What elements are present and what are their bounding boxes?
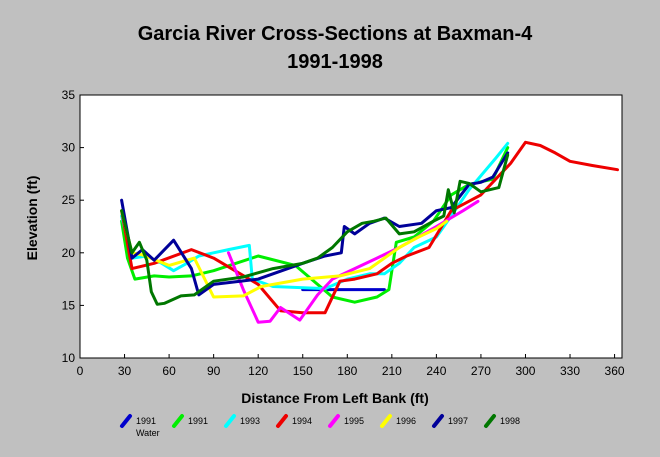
x-axis-label: Distance From Left Bank (ft) — [241, 390, 428, 406]
legend-swatch — [276, 414, 288, 428]
plot-area — [79, 94, 623, 359]
x-tick-label: 60 — [162, 364, 176, 378]
legend-sublabel: Water — [136, 428, 160, 438]
x-tick-label: 120 — [248, 364, 268, 378]
y-tick-label: 30 — [62, 141, 76, 155]
legend-swatch — [484, 414, 496, 428]
legend-swatch — [120, 414, 132, 428]
x-tick-label: 180 — [337, 364, 357, 378]
legend-label: 1996 — [396, 416, 416, 426]
x-tick-label: 30 — [118, 364, 132, 378]
y-axis-label: Elevation (ft) — [24, 176, 40, 261]
x-tick-label: 0 — [77, 364, 84, 378]
x-tick-label: 300 — [515, 364, 535, 378]
legend-label: 1998 — [500, 416, 520, 426]
series-line-3 — [120, 140, 619, 315]
x-tick-label: 150 — [293, 364, 313, 378]
legend-swatch — [380, 414, 392, 428]
legend-label: 1994 — [292, 416, 312, 426]
axis-ticks: 0 30 60 90 120 150 180 210 240 270 300 330 360 10 15 20… — [62, 88, 625, 378]
legend-label: 1991 — [188, 416, 208, 426]
x-tick-label: 240 — [426, 364, 446, 378]
legend-swatch — [328, 414, 340, 428]
legend-swatch — [224, 414, 236, 428]
legend-label: 1997 — [448, 416, 468, 426]
legend-label: 1993 — [240, 416, 260, 426]
legend-label: 1995 — [344, 416, 364, 426]
y-tick-label: 25 — [62, 193, 76, 207]
legend-swatch — [432, 414, 444, 428]
legend-swatch — [172, 414, 184, 428]
chart-title: Garcia River Cross-Sections at Baxman-4 — [138, 23, 533, 45]
legend-label: 1991 — [136, 416, 156, 426]
x-tick-label: 270 — [471, 364, 491, 378]
series-line-2 — [120, 141, 510, 291]
x-tick-label: 360 — [605, 364, 625, 378]
series-line-6 — [120, 151, 510, 297]
x-tick-label: 210 — [382, 364, 402, 378]
chart-subtitle: 1991-1998 — [287, 51, 383, 73]
y-tick-label: 35 — [62, 88, 76, 102]
y-tick-label: 20 — [62, 246, 76, 260]
series-line-7 — [120, 153, 510, 306]
x-tick-label: 330 — [560, 364, 580, 378]
y-tick-label: 10 — [62, 351, 76, 365]
x-tick-label: 90 — [207, 364, 221, 378]
legend: 1991 Water 1991 1993 1994 1995 1996 1997 1998 — [120, 414, 520, 438]
y-tick-label: 15 — [62, 298, 76, 312]
series-lines — [120, 140, 619, 324]
